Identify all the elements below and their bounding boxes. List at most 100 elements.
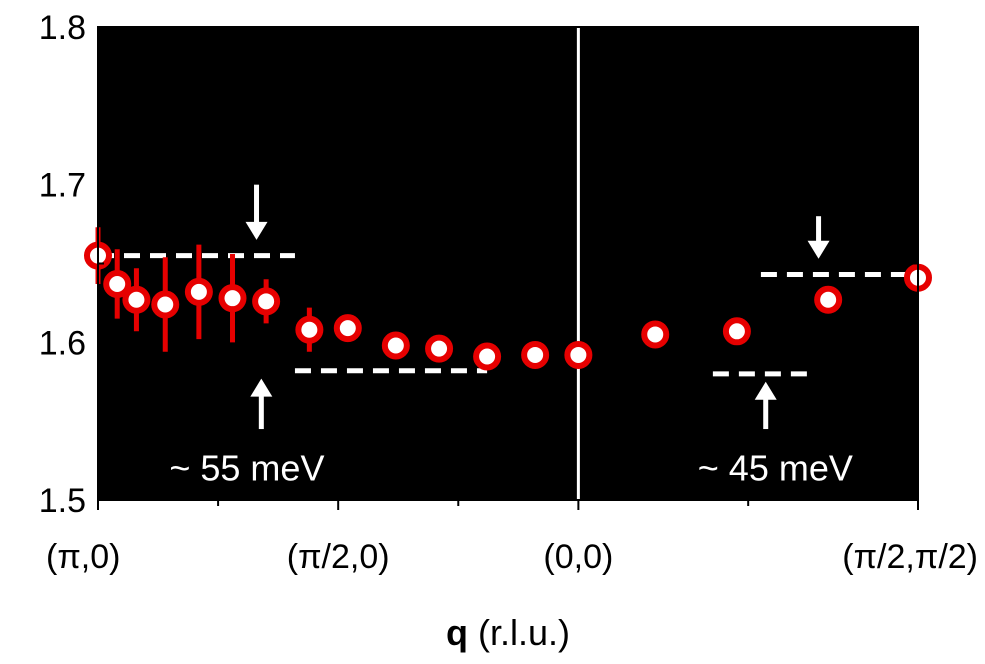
heatmap-cell [293, 168, 314, 182]
heatmap-cell [312, 133, 333, 146]
heatmap-cell [605, 369, 626, 383]
heatmap-cell [586, 86, 607, 99]
heatmap-cell [703, 145, 724, 158]
heatmap-cell [488, 298, 509, 312]
heatmap-cell [468, 275, 489, 288]
heatmap-cell [605, 334, 626, 347]
heatmap-cell [273, 204, 294, 217]
heatmap-cell [527, 381, 548, 395]
heatmap-cell [742, 216, 763, 229]
heatmap-cell [176, 417, 197, 430]
heatmap-cell [137, 216, 158, 229]
heatmap-cell [293, 121, 314, 134]
heatmap-cell [527, 74, 548, 87]
heatmap-cell [98, 62, 119, 75]
heatmap-cell [176, 452, 197, 466]
heatmap-cell [839, 358, 860, 371]
heatmap-cell [234, 157, 255, 170]
heatmap-cell [878, 287, 899, 300]
heatmap-cell [273, 275, 294, 288]
heatmap-cell [761, 239, 782, 253]
heatmap-cell [605, 38, 626, 52]
heatmap-cell [293, 275, 314, 288]
heatmap-cell [800, 133, 821, 146]
heatmap-cell [703, 381, 724, 395]
heatmap-cell [195, 440, 216, 454]
heatmap-cell [566, 145, 587, 158]
heatmap-cell [449, 381, 470, 395]
heatmap-cell [410, 38, 431, 52]
heatmap-cell [820, 346, 841, 359]
heatmap-cell [820, 62, 841, 75]
heatmap-cell [137, 121, 158, 134]
heatmap-cell [468, 322, 489, 335]
heatmap-cell [234, 228, 255, 241]
heatmap-cell [898, 228, 918, 241]
heatmap-cell [683, 334, 704, 347]
heatmap-cell [449, 157, 470, 170]
heatmap-cell [878, 157, 899, 170]
heatmap-cell [117, 192, 138, 205]
heatmap-cell [820, 121, 841, 134]
heatmap-cell [547, 62, 568, 75]
data-point [473, 342, 502, 371]
heatmap-cell [156, 393, 177, 406]
heatmap-cell [332, 27, 353, 40]
heatmap-cell [703, 393, 724, 406]
heatmap-cell [371, 393, 392, 406]
heatmap-cell [234, 86, 255, 99]
heatmap-cell [137, 50, 158, 63]
heatmap-cell [137, 358, 158, 371]
heatmap-cell [781, 133, 802, 146]
heatmap-cell [800, 168, 821, 182]
heatmap-cell [761, 145, 782, 158]
heatmap-cell [761, 109, 782, 123]
heatmap-cell [371, 275, 392, 288]
heatmap-cell [683, 310, 704, 324]
heatmap-cell [761, 97, 782, 111]
heatmap-cell [761, 346, 782, 359]
heatmap-cell [781, 74, 802, 87]
heatmap-cell [625, 298, 646, 312]
heatmap-cell [449, 109, 470, 123]
heatmap-cell [566, 27, 587, 40]
data-point [333, 314, 362, 343]
heatmap-cell [703, 452, 724, 466]
heatmap-cell [878, 27, 899, 40]
heatmap-cell [410, 239, 431, 253]
heatmap-cell [390, 97, 411, 111]
heatmap-cell [234, 192, 255, 205]
heatmap-cell [742, 204, 763, 217]
heatmap-cell [332, 204, 353, 217]
heatmap-cell [215, 369, 236, 383]
heatmap-cell [664, 310, 685, 324]
heatmap-cell [508, 74, 529, 87]
heatmap-cell [722, 239, 743, 253]
heatmap-cell [332, 145, 353, 158]
heatmap-cell [332, 358, 353, 371]
heatmap-cell [332, 133, 353, 146]
heatmap-cell [839, 287, 860, 300]
heatmap-cell [254, 121, 275, 134]
heatmap-cell [508, 145, 529, 158]
heatmap-cell [664, 369, 685, 383]
heatmap-cell [839, 109, 860, 123]
heatmap-cell [625, 263, 646, 276]
heatmap-cell [176, 228, 197, 241]
heatmap-cell [566, 62, 587, 75]
heatmap-cell [410, 310, 431, 324]
heatmap-cell [332, 275, 353, 288]
y-tick-label: 1.8 [39, 9, 86, 47]
heatmap-cell [839, 228, 860, 241]
heatmap-cell [429, 275, 450, 288]
heatmap-cell [683, 109, 704, 123]
heatmap-cell [195, 358, 216, 371]
heatmap-cell [215, 192, 236, 205]
heatmap-cell [605, 381, 626, 395]
heatmap-cell [878, 251, 899, 264]
heatmap-cell [371, 358, 392, 371]
heatmap-cell [410, 74, 431, 87]
heatmap-cell [586, 310, 607, 324]
heatmap-cell [859, 298, 880, 312]
heatmap-cell [547, 381, 568, 395]
